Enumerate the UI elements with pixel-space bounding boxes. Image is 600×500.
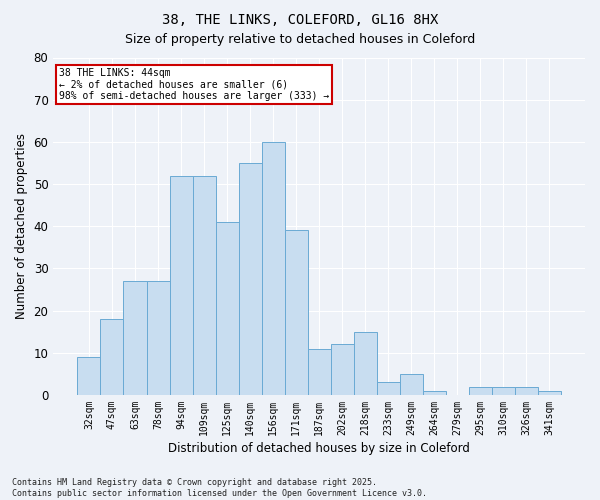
Bar (146, 281, 170, 395)
X-axis label: Distribution of detached houses by size in Coleford: Distribution of detached houses by size … (168, 442, 470, 455)
Bar (170, 176, 193, 395)
Bar (239, 163, 262, 395)
Bar (284, 230, 308, 395)
Bar (400, 374, 423, 395)
Bar (100, 319, 124, 395)
Text: Size of property relative to detached houses in Coleford: Size of property relative to detached ho… (125, 32, 475, 46)
Bar (538, 390, 561, 395)
Bar (193, 176, 215, 395)
Bar (77, 357, 100, 395)
Bar (377, 382, 400, 395)
Bar (262, 142, 284, 395)
Bar (331, 344, 353, 395)
Bar (124, 281, 146, 395)
Bar (215, 222, 239, 395)
Bar (353, 332, 377, 395)
Bar (308, 348, 331, 395)
Bar (469, 386, 492, 395)
Y-axis label: Number of detached properties: Number of detached properties (15, 133, 28, 319)
Text: 38, THE LINKS, COLEFORD, GL16 8HX: 38, THE LINKS, COLEFORD, GL16 8HX (162, 12, 438, 26)
Text: 38 THE LINKS: 44sqm
← 2% of detached houses are smaller (6)
98% of semi-detached: 38 THE LINKS: 44sqm ← 2% of detached hou… (59, 68, 329, 101)
Text: Contains HM Land Registry data © Crown copyright and database right 2025.
Contai: Contains HM Land Registry data © Crown c… (12, 478, 427, 498)
Bar (515, 386, 538, 395)
Bar (492, 386, 515, 395)
Bar (423, 390, 446, 395)
